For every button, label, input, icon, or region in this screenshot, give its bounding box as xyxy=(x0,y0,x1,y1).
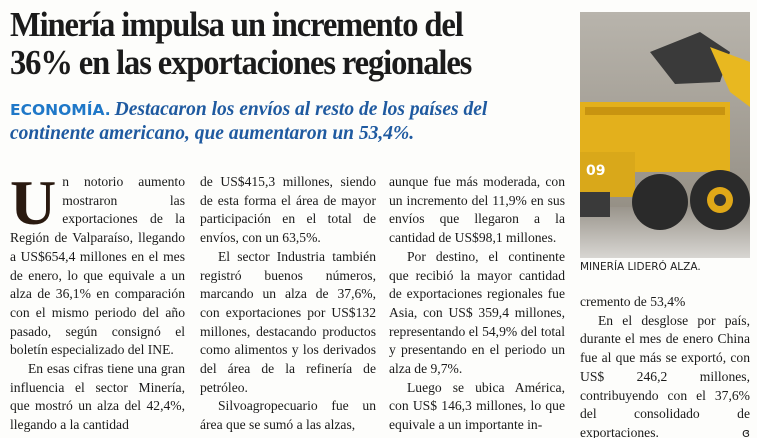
end-mark-icon: ɞ xyxy=(742,425,750,438)
photo-caption: MINERÍA LIDERÓ ALZA. xyxy=(580,261,701,273)
headline-line-1: Minería impulsa un incremento del xyxy=(10,5,464,44)
paragraph: En el desglose por país, durante el mes … xyxy=(580,312,750,438)
column-2: de US$415,3 millones, siendo de esta for… xyxy=(200,173,376,435)
headline: Minería impulsa un incremento del 36% en… xyxy=(10,6,531,82)
column-4: cremento de 53,4% En el desglose por paí… xyxy=(580,293,750,438)
column-3: aunque fue más moderada, con un incremen… xyxy=(389,173,565,435)
paragraph: En esas cifras tiene una gran influencia… xyxy=(10,361,185,433)
paragraph: cremento de 53,4% xyxy=(580,294,686,309)
headline-line-2: 36% en las exportaciones regionales xyxy=(10,43,472,82)
paragraph: Por destino, el continente que recibió l… xyxy=(389,248,565,377)
section-label: ECONOMÍA. xyxy=(10,101,111,119)
paragraph: de US$415,3 millones, siendo de esta for… xyxy=(200,174,376,246)
paragraph: Silvoagropecuario fue un área que se sum… xyxy=(200,398,376,433)
deck-text: Destacaron los envíos al resto de los pa… xyxy=(10,99,488,144)
mining-truck-photo: 09 xyxy=(580,12,750,258)
paragraph: El sector Industria también registró bue… xyxy=(200,248,376,395)
truck-number: 09 xyxy=(586,163,605,179)
deck: ECONOMÍA. Destacaron los envíos al resto … xyxy=(10,98,575,146)
paragraph: aunque fue más moderada, con un incremen… xyxy=(389,174,565,246)
paragraph: Luego se ubica América, con US$ 146,3 mi… xyxy=(389,379,565,433)
drop-cap: U xyxy=(10,167,57,238)
